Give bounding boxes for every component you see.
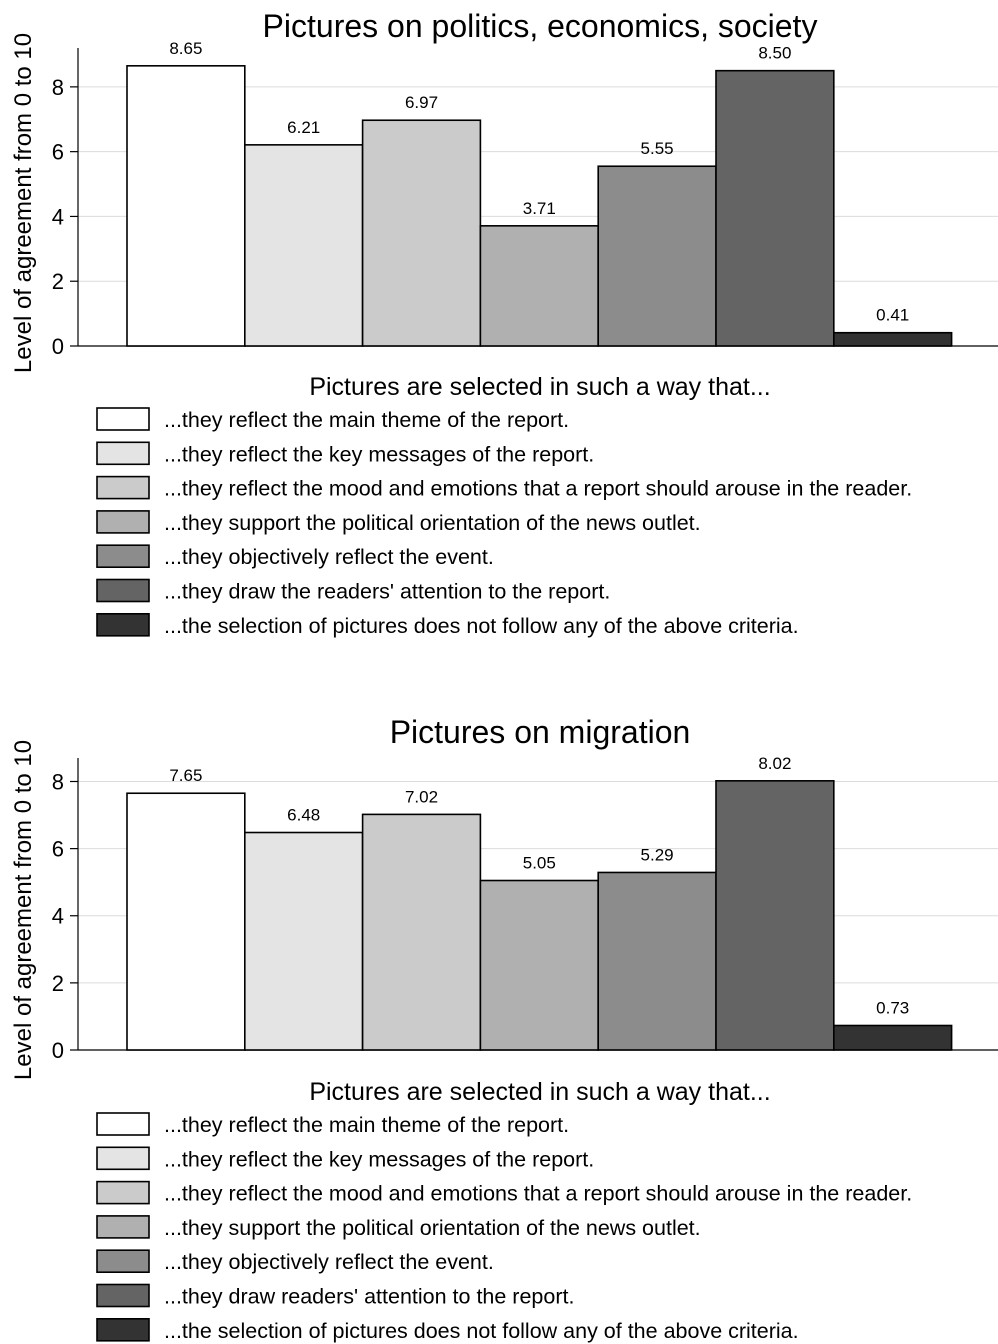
y-tick-label: 6	[52, 140, 64, 165]
legend-entry: ...they support the political orientatio…	[164, 1216, 701, 1240]
bar-value-label: 6.97	[405, 93, 438, 112]
bar-value-label: 7.02	[405, 787, 438, 806]
legend-entry: ...they reflect the main theme of the re…	[164, 408, 569, 432]
y-tick-label: 8	[52, 75, 64, 100]
bar-4	[479, 879, 599, 1051]
legend-title: Pictures are selected in such a way that…	[309, 373, 770, 401]
bar-4	[479, 225, 599, 347]
chart-panel-1: 0 2 4 6 8 Level of agreement from 0 to 10 Pict…	[10, 8, 998, 638]
legend-entry: ...the selection of pictures does not fo…	[164, 614, 799, 638]
legend-entry: ...the selection of pictures does not fo…	[164, 1319, 799, 1343]
legend-swatch	[96, 441, 150, 466]
bar-value-label: 3.71	[523, 199, 556, 218]
y-tick-label: 4	[52, 204, 64, 229]
legend-entry: ...they reflect the key messages of the …	[164, 1147, 594, 1171]
y-tick-label: 6	[52, 837, 64, 862]
legend-entry: ...they support the political orientatio…	[164, 511, 701, 535]
legend-swatch	[96, 407, 150, 431]
bar-value-label: 8.65	[169, 39, 202, 58]
y-tick-label: 0	[52, 1038, 64, 1063]
legend-entry: ...they objectively reflect the event.	[164, 1250, 494, 1274]
legend-entry: ...they draw the readers' attention to t…	[164, 580, 610, 604]
legend-entry: ...they reflect the mood and emotions th…	[164, 1182, 912, 1206]
legend-swatch	[96, 1249, 150, 1273]
bar-1	[126, 65, 246, 347]
legend-entry: ...they draw readers' attention to the r…	[164, 1285, 574, 1309]
legend-swatch	[96, 544, 150, 569]
bar-2	[244, 144, 364, 347]
bar-7	[832, 331, 953, 347]
bar-value-label: 0.41	[876, 306, 909, 325]
chart-panel-2: 0 2 4 6 8 Level of agreement from 0 to 10 Pict…	[10, 714, 998, 1343]
chart-title: Pictures on migration	[390, 714, 691, 750]
legend-swatch	[96, 1180, 150, 1205]
y-tick-label: 8	[52, 769, 64, 794]
legend-entry: ...they reflect the mood and emotions th…	[164, 477, 912, 501]
y-tick-label: 0	[52, 334, 64, 359]
y-tick-label: 4	[52, 904, 64, 929]
bar-value-label: 0.73	[876, 998, 909, 1017]
legend-swatch	[96, 578, 150, 603]
bar-1	[126, 792, 246, 1051]
y-axis-label: Level of agreement from 0 to 10	[10, 740, 37, 1080]
legend-title: Pictures are selected in such a way that…	[309, 1078, 770, 1106]
legend-swatch	[96, 612, 150, 637]
legend-entry: ...they objectively reflect the event.	[164, 545, 494, 569]
bar-value-label: 5.29	[641, 845, 674, 864]
legend-swatch	[96, 1318, 150, 1342]
legend-swatch	[96, 1215, 150, 1239]
bar-value-label: 8.02	[758, 754, 791, 773]
legend-swatch	[96, 1146, 150, 1171]
bar-2	[244, 831, 364, 1051]
chart-title: Pictures on politics, economics, society	[263, 8, 818, 44]
bar-value-label: 5.55	[641, 139, 674, 158]
bar-value-label: 8.50	[758, 44, 791, 63]
bar-5	[597, 871, 717, 1051]
bar-value-label: 6.48	[287, 806, 320, 825]
legend-entry: ...they reflect the main theme of the re…	[164, 1113, 569, 1137]
bar-value-label: 6.21	[287, 118, 320, 137]
y-axis-label: Level of agreement from 0 to 10	[10, 33, 37, 373]
legend-swatch	[96, 510, 150, 534]
legend-swatch	[96, 475, 150, 500]
bar-6	[715, 69, 835, 347]
bar-value-label: 5.05	[523, 854, 556, 873]
bar-5	[597, 165, 717, 347]
bar-value-label: 7.65	[169, 766, 202, 785]
legend-swatch	[96, 1112, 150, 1136]
bar-7	[832, 1024, 953, 1051]
bar-3	[361, 813, 482, 1051]
legend-entry: ...they reflect the key messages of the …	[164, 442, 594, 466]
bar-6	[715, 780, 835, 1051]
y-tick-label: 2	[52, 269, 64, 294]
legend-swatch	[96, 1283, 150, 1308]
y-tick-label: 2	[52, 971, 64, 996]
bar-3	[361, 119, 482, 347]
